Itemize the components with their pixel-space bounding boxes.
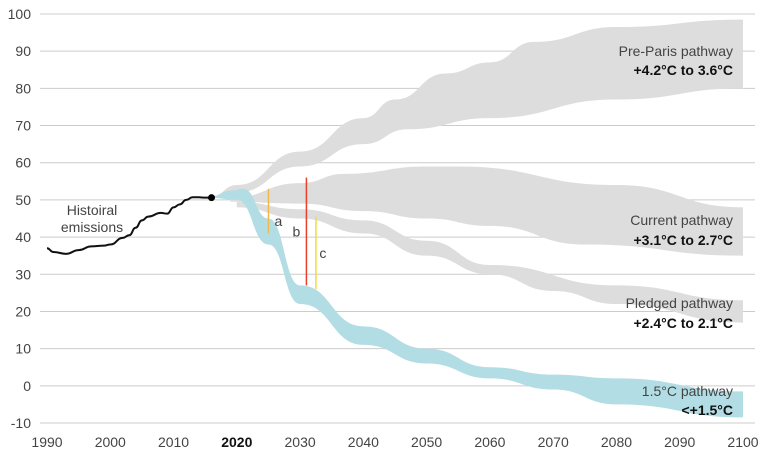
x-tick-label: 2040 xyxy=(348,434,379,450)
gap-lines: ab c xyxy=(267,177,326,290)
x-tick-label: 2070 xyxy=(538,434,569,450)
y-tick-label: 60 xyxy=(15,155,31,171)
historical-end-marker xyxy=(208,194,216,202)
pathway-bands xyxy=(211,19,743,418)
x-tick-label: 2010 xyxy=(158,434,189,450)
band-1-5-c-pathway xyxy=(211,188,743,418)
gap-label-a: a xyxy=(275,213,283,229)
y-tick-label: 50 xyxy=(15,192,31,208)
pathway-labels: Pre-Paris pathway +4.2°C to 3.6°C Current … xyxy=(619,43,733,418)
x-tick-label: 2060 xyxy=(474,434,505,450)
x-tick-label: 1990 xyxy=(31,434,62,450)
historical-line xyxy=(46,196,212,255)
pathway-range: +3.1°C to 2.7°C xyxy=(633,232,733,248)
band-pledged-pathway xyxy=(236,201,743,323)
y-tick-label: 90 xyxy=(15,43,31,59)
band-current-pathway xyxy=(230,166,743,256)
x-tick-label: 2080 xyxy=(601,434,632,450)
historical-label: emissions xyxy=(61,219,123,235)
x-tick-label: 2030 xyxy=(285,434,316,450)
pathway-name: Pledged pathway xyxy=(626,295,733,311)
gap-label-c: c xyxy=(319,245,326,261)
y-tick-label: 30 xyxy=(15,266,31,282)
x-tick-label: 2000 xyxy=(95,434,126,450)
y-tick-label: 20 xyxy=(15,303,31,319)
y-tick-label: 10 xyxy=(15,341,31,357)
x-tick-label: 2020 xyxy=(221,434,252,450)
pathway-name: Current pathway xyxy=(630,212,733,228)
x-tick-label: 2050 xyxy=(411,434,442,450)
band-pre-paris-pathway xyxy=(211,19,743,199)
y-tick-label: -10 xyxy=(11,415,31,431)
y-tick-label: 70 xyxy=(15,118,31,134)
y-tick-label: 100 xyxy=(8,6,32,22)
x-tick-label: 2100 xyxy=(727,434,758,450)
x-axis: 1990 2000 2010 2020 2030 2040 2050 2060 2070 2080… xyxy=(31,434,758,450)
gap-label-b: b xyxy=(293,224,301,240)
y-tick-label: 0 xyxy=(23,378,31,394)
pathway-range: +4.2°C to 3.6°C xyxy=(633,62,733,78)
pathway-range: <+1.5°C xyxy=(681,402,733,418)
y-axis: -10 0 10 20 30 40 50 60 70 80 90 100 xyxy=(8,6,32,431)
pathway-range: +2.4°C to 2.1°C xyxy=(633,315,733,331)
x-tick-label: 2090 xyxy=(664,434,695,450)
pathway-name: Pre-Paris pathway xyxy=(619,43,733,59)
historical-label: Histoiral xyxy=(67,202,118,218)
y-tick-label: 40 xyxy=(15,229,31,245)
pathway-name: 1.5°C pathway xyxy=(642,383,733,399)
y-tick-label: 80 xyxy=(15,80,31,96)
